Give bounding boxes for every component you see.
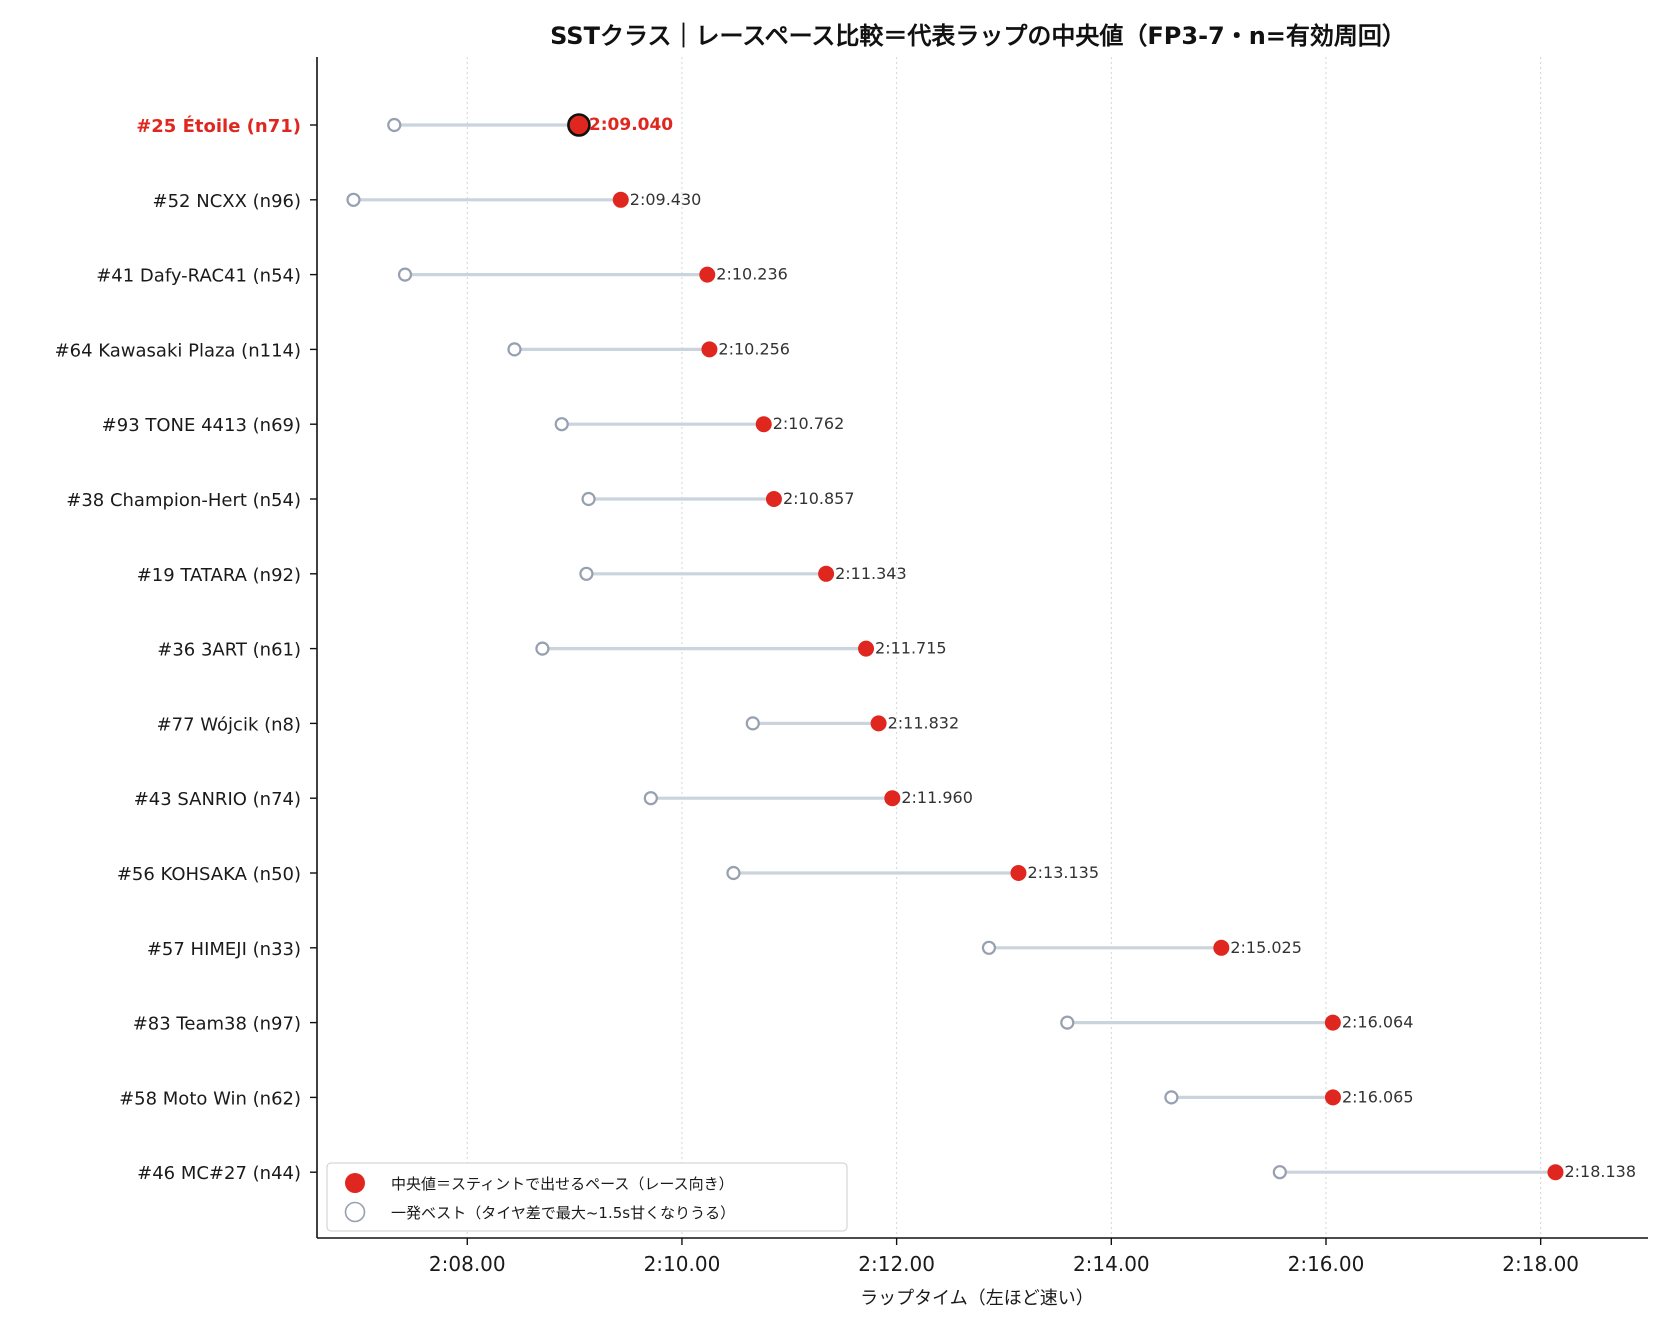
legend: 中央値＝スティントで出せるペース（レース向き） 一発ベスト（タイヤ差で最大~1.…: [326, 1162, 848, 1232]
x-tick-label: 2:08.00: [429, 1252, 506, 1276]
y-tick-label: #43 SANRIO (n74): [134, 789, 301, 810]
median-marker: [1213, 939, 1230, 956]
range-lines: [353, 123, 1556, 1174]
legend-median-label: 中央値＝スティントで出せるペース（レース向き）: [391, 1175, 734, 1193]
x-tick-label: 2:18.00: [1502, 1252, 1579, 1276]
y-tick-label: #58 Moto Win (n62): [119, 1088, 301, 1109]
median-value-label: 2:11.960: [901, 788, 973, 807]
best-lap-marker: [981, 940, 997, 955]
median-marker: [870, 715, 887, 732]
y-tick-label: #77 Wójcik (n8): [157, 714, 301, 735]
y-tick-label: #19 TATARA (n92): [137, 565, 301, 586]
y-tick-label: #52 NCXX (n96): [153, 191, 301, 212]
x-tick-label: 2:12.00: [858, 1252, 935, 1276]
best-lap-marker: [581, 491, 596, 507]
median-value-label: 2:09.430: [630, 190, 702, 209]
x-tick-label: 2:10.00: [644, 1252, 721, 1276]
legend-best-label: 一発ベスト（タイヤ差で最大~1.5s甘くなりうる）: [391, 1204, 735, 1222]
best-lap-marker: [397, 267, 413, 282]
median-value-label: 2:15.025: [1230, 938, 1302, 957]
median-markers: [567, 113, 1564, 1181]
y-tick-label: #93 TONE 4413 (n69): [102, 415, 301, 436]
y-tick-label: #36 3ART (n61): [157, 640, 301, 661]
best-lap-marker: [1272, 1165, 1287, 1180]
median-marker: [765, 491, 782, 507]
best-lap-marker: [535, 641, 550, 656]
best-lap-marker: [346, 192, 361, 207]
y-tick-label: #83 Team38 (n97): [133, 1014, 301, 1035]
median-value-label: 2:10.762: [773, 414, 845, 433]
median-marker: [858, 640, 875, 657]
x-axis-label: ラップタイム（左ほど速い）: [860, 1288, 1094, 1309]
median-value-label: 2:10.256: [718, 339, 790, 358]
y-tick-label: #38 Champion-Hert (n54): [66, 490, 301, 511]
median-marker: [1010, 865, 1027, 881]
best-lap-marker: [507, 342, 522, 357]
median-marker: [1547, 1164, 1564, 1181]
best-lap-marker: [745, 716, 760, 731]
y-tick-label: #57 HIMEJI (n33): [147, 939, 301, 960]
x-axis-ticks: 2:08.00 2:10.00 2:12.00 2:14.00 2:16.00 2:18.…: [429, 1238, 1579, 1276]
chart-title: SSTクラス｜レースペース比較＝代表ラップの中央値（FP3-7・n=有効周回）: [550, 22, 1406, 50]
y-axis-tick-labels: #25 Étoile (n71) #52 NCXX (n96) #41 Dafy-R…: [55, 115, 317, 1184]
axes: [316, 57, 1648, 1239]
best-lap-marker: [1060, 1015, 1075, 1030]
median-value-label: 2:10.236: [716, 265, 788, 284]
best-lap-marker: [643, 791, 658, 806]
best-lap-markers: [346, 117, 1287, 1180]
median-marker: [699, 266, 716, 283]
best-lap-marker: [1164, 1090, 1179, 1105]
median-marker-highlight: [567, 113, 591, 137]
y-tick-label: #46 MC#27 (n44): [137, 1163, 301, 1184]
median-value-label: 2:09.040: [589, 115, 673, 135]
legend-median-marker: [345, 1173, 365, 1193]
legend-best-marker: [344, 1201, 366, 1223]
median-value-label: 2:13.135: [1027, 863, 1099, 882]
y-tick-label: #56 KOHSAKA (n50): [117, 864, 301, 885]
legend-frame: [326, 1162, 848, 1232]
median-value-label: 2:11.343: [835, 564, 907, 583]
median-marker: [818, 565, 835, 582]
best-lap-marker: [579, 566, 594, 581]
y-tick-label: #41 Dafy-RAC41 (n54): [96, 266, 301, 287]
best-lap-marker: [726, 865, 741, 881]
best-lap-marker: [387, 117, 402, 133]
median-value-label: 2:16.064: [1342, 1013, 1414, 1032]
median-value-label: 2:18.138: [1564, 1162, 1636, 1181]
median-marker: [1324, 1089, 1341, 1106]
median-marker: [884, 790, 901, 807]
median-value-label: 2:10.857: [783, 489, 855, 508]
x-tick-label: 2:14.00: [1073, 1252, 1150, 1276]
median-value-labels: 2:09.040 2:09.430 2:10.236 2:10.256 2:10.762…: [589, 115, 1636, 1181]
median-value-label: 2:11.715: [875, 639, 947, 658]
median-marker: [612, 191, 629, 208]
x-tick-label: 2:16.00: [1288, 1252, 1365, 1276]
median-value-label: 2:16.065: [1342, 1087, 1414, 1106]
median-marker: [755, 416, 772, 433]
median-marker: [1324, 1014, 1341, 1031]
median-value-label: 2:11.832: [888, 713, 960, 732]
median-marker: [701, 341, 718, 358]
y-tick-label: #64 Kawasaki Plaza (n114): [55, 340, 301, 361]
y-tick-label: #25 Étoile (n71): [136, 115, 301, 137]
best-lap-marker: [554, 417, 569, 432]
